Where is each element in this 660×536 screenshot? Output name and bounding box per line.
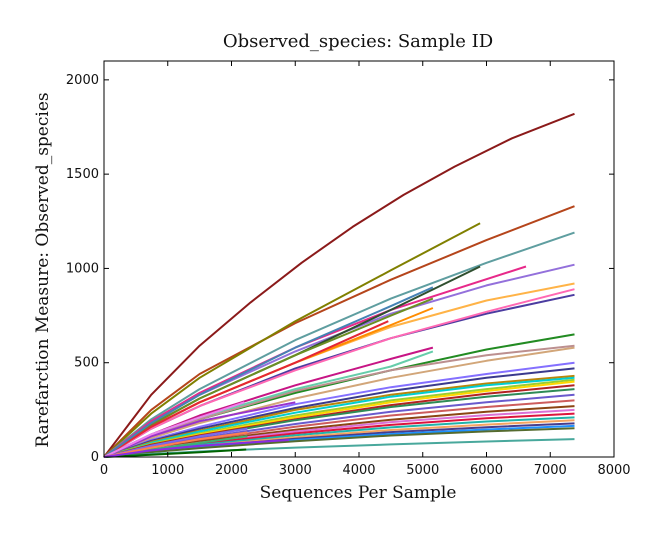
x-axis-ticks: 0 1000 2000 3000 4000 5000 6000 7000 8000	[100, 61, 631, 478]
chart-title: Observed_species: Sample ID	[223, 31, 493, 52]
x-tick-label: 5000	[406, 463, 439, 478]
x-axis-label: Sequences Per Sample	[260, 483, 457, 503]
y-tick-label: 1000	[66, 261, 99, 276]
series-line-42	[103, 448, 247, 458]
series-line-44	[103, 431, 248, 458]
series-line-37	[103, 427, 575, 458]
series-line-40	[103, 401, 245, 458]
series-line-2	[103, 205, 575, 458]
x-tick-label: 0	[100, 463, 108, 478]
series-line-13	[103, 320, 389, 458]
x-tick-label: 8000	[597, 463, 630, 478]
series-lines	[103, 112, 575, 458]
series-line-16	[103, 346, 575, 458]
x-tick-label: 3000	[279, 463, 312, 478]
y-tick-label: 2000	[66, 73, 99, 88]
series-line-1	[103, 112, 575, 458]
series-line-10	[103, 288, 575, 458]
y-axis-label: Rarefarction Measure: Observed_species	[33, 92, 53, 447]
x-tick-label: 1000	[151, 463, 184, 478]
series-line-45	[103, 439, 289, 458]
series-line-12	[103, 297, 434, 458]
x-tick-label: 2000	[215, 463, 248, 478]
x-tick-label: 7000	[534, 463, 567, 478]
y-axis-ticks: 0 500 1000 1500 2000	[66, 73, 614, 465]
y-tick-label: 0	[91, 450, 99, 465]
x-tick-label: 4000	[342, 463, 375, 478]
series-line-4	[103, 231, 575, 458]
series-line-3	[103, 222, 481, 458]
x-tick-label: 6000	[470, 463, 503, 478]
y-tick-label: 500	[74, 356, 99, 371]
y-tick-label: 1500	[66, 167, 99, 182]
series-line-14	[103, 286, 434, 458]
